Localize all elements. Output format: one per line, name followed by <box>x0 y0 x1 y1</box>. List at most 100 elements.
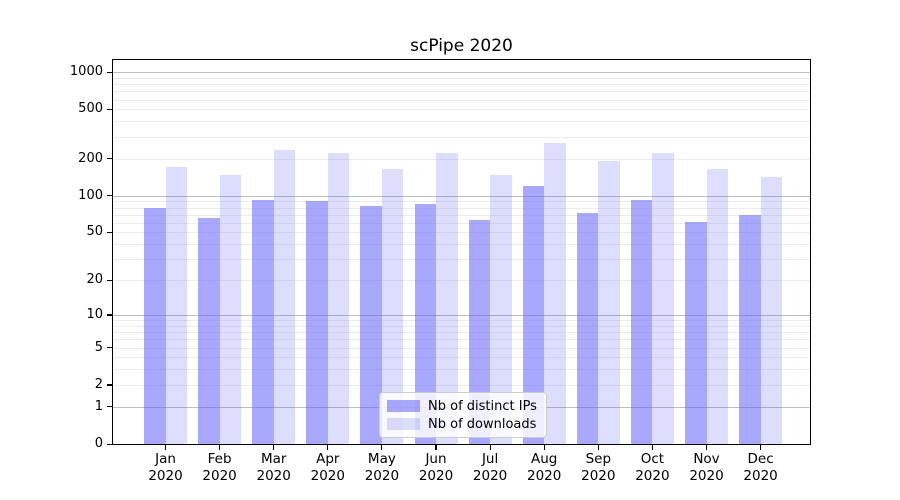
legend-swatch-distinct-ips <box>387 399 420 413</box>
x-tick-mark-apr <box>327 445 329 450</box>
bar-ips-oct <box>630 199 653 444</box>
plot-area: Nb of distinct IPs Nb of downloads <box>112 59 811 445</box>
x-tick-label-jan: Jan 2020 <box>148 451 183 484</box>
x-tick-label-oct: Oct 2020 <box>635 451 670 484</box>
y-tick-mark-20 <box>107 279 112 281</box>
gridline-major-10 <box>113 314 810 316</box>
y-tick-mark-0 <box>107 443 112 445</box>
gridline-minor-40 <box>113 244 810 246</box>
gridline-minor-2 <box>113 384 810 386</box>
x-tick-label-mar: Mar 2020 <box>256 451 291 484</box>
bar-downloads-feb <box>219 175 242 444</box>
y-tick-label-2: 2 <box>94 376 103 392</box>
x-tick-mark-jan <box>164 445 167 450</box>
bar-downloads-may <box>381 168 404 444</box>
x-tick-label-sep: Sep 2020 <box>581 451 616 484</box>
bar-downloads-oct <box>652 152 674 444</box>
bar-downloads-sep <box>598 160 620 444</box>
y-tick-mark-500 <box>107 108 112 111</box>
y-tick-label-0: 0 <box>94 436 103 451</box>
bar-ips-jul <box>468 220 491 444</box>
gridline-minor-400 <box>113 121 810 123</box>
bar-ips-mar <box>252 199 274 444</box>
bar-ips-nov <box>685 221 707 444</box>
x-tick-label-jul: Jul 2020 <box>472 451 508 484</box>
y-tick-label-500: 500 <box>78 101 103 117</box>
gridline-minor-4 <box>113 357 810 359</box>
gridline-major-100 <box>113 195 810 197</box>
y-tick-label-1: 1 <box>94 398 103 414</box>
chart-title: scPipe 2020 <box>410 36 513 56</box>
y-tick-label-5: 5 <box>94 339 103 355</box>
bar-downloads-dec <box>760 176 783 444</box>
legend-label-distinct-ips: Nb of distinct IPs <box>428 398 537 414</box>
gridline-minor-500 <box>113 109 810 111</box>
gridline-minor-30 <box>113 259 810 261</box>
gridline-minor-8 <box>113 325 810 327</box>
bar-ips-jun <box>414 203 436 444</box>
x-tick-mark-mar <box>273 445 275 450</box>
x-tick-mark-nov <box>705 445 708 450</box>
bar-downloads-jun <box>436 153 458 444</box>
gridline-minor-900 <box>113 77 810 79</box>
x-tick-mark-dec <box>760 445 762 450</box>
legend-item-distinct-ips: Nb of distinct IPs <box>380 399 546 414</box>
y-tick-label-20: 20 <box>86 272 103 288</box>
x-tick-mark-oct <box>651 445 653 450</box>
gridline-minor-80 <box>113 207 810 209</box>
y-tick-mark-200 <box>107 158 112 160</box>
legend: Nb of distinct IPs Nb of downloads <box>379 392 547 438</box>
x-tick-label-may: May 2020 <box>364 451 400 484</box>
y-tick-mark-2 <box>107 384 112 386</box>
y-tick-mark-5 <box>107 347 112 349</box>
gridline-minor-5 <box>113 347 810 349</box>
gridline-minor-9 <box>113 320 810 322</box>
bar-downloads-mar <box>273 150 296 444</box>
legend-label-downloads: Nb of downloads <box>428 416 537 432</box>
gridline-minor-6 <box>113 339 810 341</box>
gridline-minor-70 <box>113 214 810 216</box>
x-tick-label-jun: Jun 2020 <box>418 451 454 484</box>
y-tick-label-10: 10 <box>86 306 103 322</box>
gridline-minor-800 <box>113 84 810 86</box>
gridline-minor-7 <box>113 332 810 334</box>
bar-downloads-apr <box>327 153 350 444</box>
y-tick-mark-1000 <box>107 71 112 73</box>
bar-ips-aug <box>522 185 545 444</box>
gridline-minor-50 <box>113 232 810 234</box>
x-tick-mark-jul <box>489 445 491 450</box>
bar-downloads-nov <box>706 168 728 444</box>
x-tick-mark-may <box>381 445 383 450</box>
bar-ips-jan <box>144 207 166 444</box>
gridline-major-1000 <box>113 72 810 74</box>
x-tick-mark-sep <box>597 445 599 450</box>
grid-layer <box>113 60 810 444</box>
y-tick-label-200: 200 <box>78 150 103 166</box>
bar-layer <box>113 60 810 444</box>
legend-item-downloads: Nb of downloads <box>380 417 546 432</box>
bar-downloads-jan <box>165 166 187 444</box>
bar-ips-apr <box>306 200 328 444</box>
y-tick-label-50: 50 <box>86 224 103 240</box>
y-tick-mark-10 <box>107 314 112 316</box>
x-tick-mark-feb <box>219 445 221 450</box>
gridline-minor-3 <box>113 369 810 371</box>
bar-downloads-aug <box>544 142 566 444</box>
y-tick-label-100: 100 <box>78 187 103 203</box>
x-tick-label-dec: Dec 2020 <box>743 451 778 484</box>
legend-swatch-downloads <box>387 417 420 431</box>
y-tick-mark-50 <box>107 231 112 234</box>
x-tick-mark-jun <box>435 445 437 450</box>
gridline-minor-60 <box>113 222 810 224</box>
y-tick-mark-1 <box>107 406 112 408</box>
gridline-minor-700 <box>113 91 810 93</box>
y-tick-label-1000: 1000 <box>69 64 103 80</box>
bar-ips-may <box>360 205 382 444</box>
gridline-minor-90 <box>113 201 810 203</box>
gridline-minor-600 <box>113 99 810 101</box>
bar-downloads-jul <box>490 175 512 444</box>
gridline-minor-200 <box>113 158 810 160</box>
x-tick-label-nov: Nov 2020 <box>689 451 724 484</box>
gridline-minor-20 <box>113 280 810 282</box>
